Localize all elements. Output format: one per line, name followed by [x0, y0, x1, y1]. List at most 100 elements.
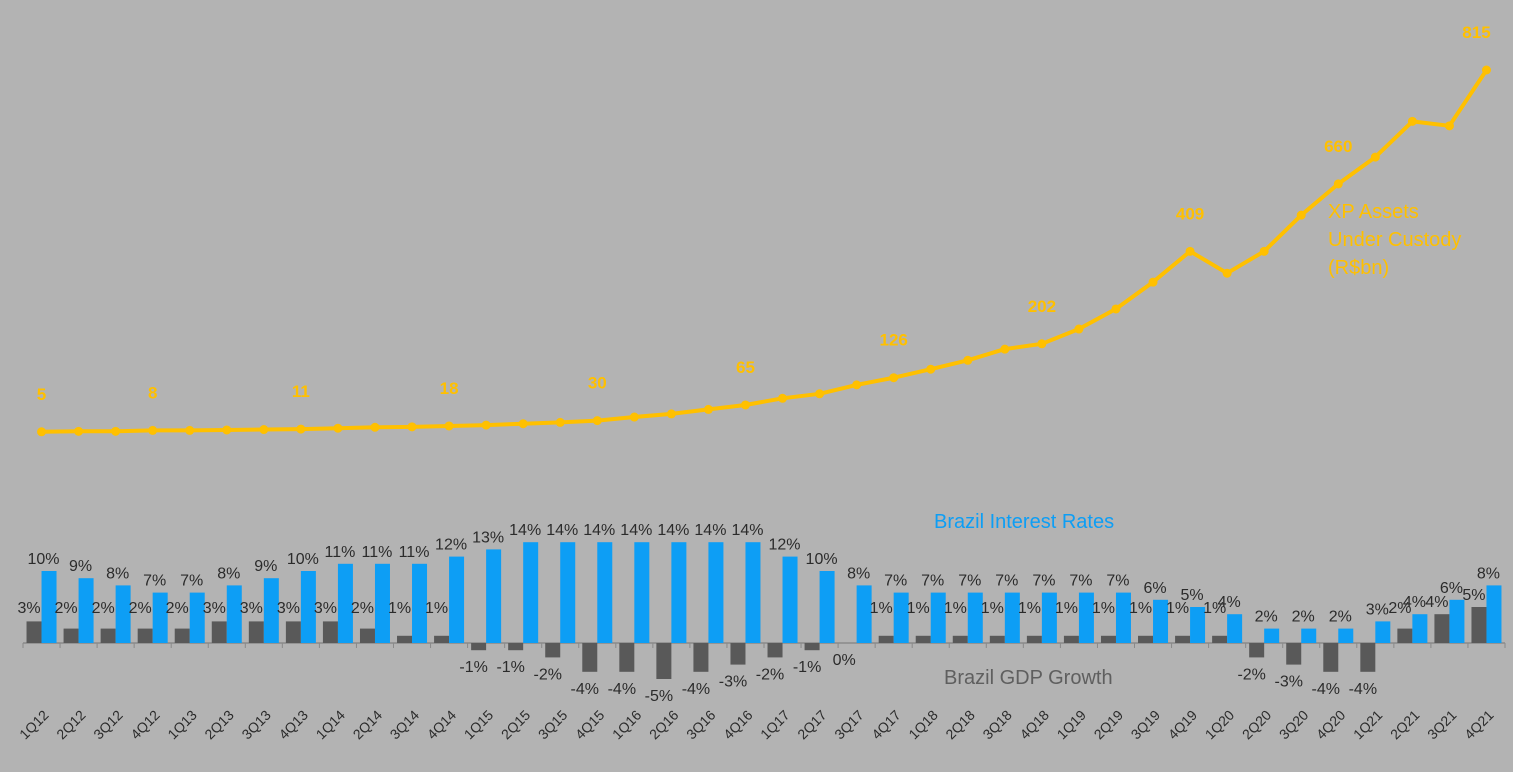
- interest-rate-label: 10%: [28, 551, 60, 568]
- auc-data-point: [629, 412, 639, 422]
- auc-data-point: [407, 422, 417, 432]
- interest-rate-label: 11%: [362, 544, 393, 561]
- auc-data-point: [1074, 324, 1084, 334]
- gdp-growth-bar: [767, 643, 783, 658]
- auc-data-point: [37, 427, 47, 437]
- interest-rate-label: 14%: [657, 522, 689, 539]
- interest-rate-bar: [856, 585, 872, 643]
- auc-value-label: 30: [588, 374, 607, 393]
- gdp-growth-bar: [1286, 643, 1302, 665]
- auc-value-label: 202: [1028, 297, 1056, 316]
- gdp-growth-bar: [545, 643, 561, 658]
- x-axis-tick-label: 2Q13: [201, 707, 237, 743]
- auc-data-point: [1000, 344, 1010, 354]
- interest-rate-label: 8%: [1477, 565, 1500, 582]
- interest-rate-label: 2%: [1292, 609, 1315, 626]
- interest-rate-bar: [1412, 614, 1428, 643]
- interest-rate-label: 13%: [472, 529, 504, 546]
- x-axis-tick-label: 3Q17: [831, 707, 867, 743]
- interest-rate-bar: [1115, 592, 1131, 643]
- interest-rate-bar: [1449, 599, 1465, 643]
- gdp-growth-label: 3%: [314, 600, 337, 617]
- interest-rate-label: 7%: [921, 573, 944, 590]
- gdp-growth-bar: [1100, 635, 1116, 643]
- gdp-growth-bar: [1471, 607, 1487, 643]
- x-axis-tick-label: 4Q12: [127, 707, 163, 743]
- gdp-growth-bar: [1212, 635, 1228, 643]
- x-axis-tick-label: 3Q21: [1424, 707, 1460, 743]
- gdp-growth-bar: [434, 635, 450, 643]
- interest-rate-label: 7%: [884, 573, 907, 590]
- interest-rate-bar: [226, 585, 242, 643]
- auc-value-label: 126: [879, 331, 907, 350]
- x-axis-tick-label: 1Q16: [609, 707, 645, 743]
- x-axis-tick-label: 1Q20: [1202, 707, 1238, 743]
- gdp-growth-bar: [248, 621, 264, 643]
- auc-data-point: [74, 426, 84, 436]
- interest-rate-label: 4%: [1403, 594, 1426, 611]
- x-axis-tick-label: 4Q19: [1165, 707, 1201, 743]
- interest-rate-bar: [560, 542, 576, 643]
- gdp-growth-bar: [359, 628, 375, 643]
- interest-rate-bar: [412, 563, 428, 643]
- gdp-growth-label: -1%: [496, 659, 524, 676]
- auc-data-point: [111, 426, 121, 436]
- x-axis-tick-label: 1Q17: [757, 707, 793, 743]
- gdp-growth-label: 2%: [92, 600, 115, 617]
- gdp-growth-label: 1%: [1129, 600, 1152, 617]
- auc-data-point: [481, 420, 491, 430]
- interest-rate-label: 14%: [731, 522, 763, 539]
- interest-rate-bar: [152, 592, 168, 643]
- interest-rate-bar: [1078, 592, 1094, 643]
- interest-rate-label: 12%: [769, 537, 801, 554]
- gdp-growth-label: 3%: [203, 600, 226, 617]
- interest-rate-bar: [300, 571, 316, 643]
- gdp-growth-bar: [619, 643, 635, 672]
- auc-data-point: [296, 424, 306, 434]
- auc-data-point: [1296, 210, 1306, 220]
- interest-rate-bar: [1041, 592, 1057, 643]
- legend-auc-line-1: XP Assets: [1328, 201, 1419, 223]
- interest-rate-bar: [671, 542, 687, 643]
- x-axis-tick-label: 2Q19: [1091, 707, 1127, 743]
- auc-value-label: 660: [1324, 137, 1352, 156]
- interest-rate-bar: [263, 578, 279, 643]
- gdp-growth-label: 0%: [833, 652, 856, 669]
- interest-rate-bar: [745, 542, 761, 643]
- gdp-growth-label: 3%: [240, 600, 263, 617]
- x-axis-tick-label: 2Q14: [350, 707, 386, 743]
- auc-data-point: [1370, 152, 1380, 162]
- legend-auc-line-3: (R$bn): [1328, 257, 1389, 279]
- x-axis-tick-label: 3Q20: [1276, 707, 1312, 743]
- gdp-growth-bar: [1175, 635, 1191, 643]
- interest-rate-label: 7%: [958, 573, 981, 590]
- gdp-growth-bar: [804, 643, 820, 651]
- x-axis-tick-label: 2Q20: [1239, 707, 1275, 743]
- gdp-growth-label: 1%: [944, 600, 967, 617]
- gdp-growth-bar: [1063, 635, 1079, 643]
- auc-data-point: [1444, 121, 1454, 131]
- x-axis-tick-label: 3Q15: [535, 707, 571, 743]
- x-axis-tick-label: 4Q14: [424, 707, 460, 743]
- interest-rate-label: 6%: [1143, 580, 1166, 597]
- gdp-growth-bar: [63, 628, 79, 643]
- interest-rate-bar: [41, 571, 57, 643]
- interest-rate-bar: [782, 556, 798, 643]
- auc-data-point: [852, 380, 862, 390]
- gdp-growth-bar: [1323, 643, 1339, 672]
- gdp-growth-label: -4%: [608, 681, 636, 698]
- gdp-growth-label: 1%: [1092, 600, 1115, 617]
- interest-rate-bar: [523, 542, 539, 643]
- gdp-growth-bar: [100, 628, 116, 643]
- gdp-growth-label: 1%: [907, 600, 930, 617]
- x-axis-tick-label: 3Q12: [90, 707, 126, 743]
- x-axis-tick-label: 4Q15: [572, 707, 608, 743]
- gdp-growth-label: 1%: [1203, 600, 1226, 617]
- x-axis-tick-label: 1Q14: [313, 707, 349, 743]
- x-axis-tick-label: 3Q19: [1128, 707, 1164, 743]
- gdp-growth-bar: [26, 621, 42, 643]
- interest-rate-label: 14%: [620, 522, 652, 539]
- gdp-growth-label: 2%: [55, 600, 78, 617]
- interest-rate-label: 11%: [325, 544, 356, 561]
- interest-rate-label: 12%: [435, 537, 467, 554]
